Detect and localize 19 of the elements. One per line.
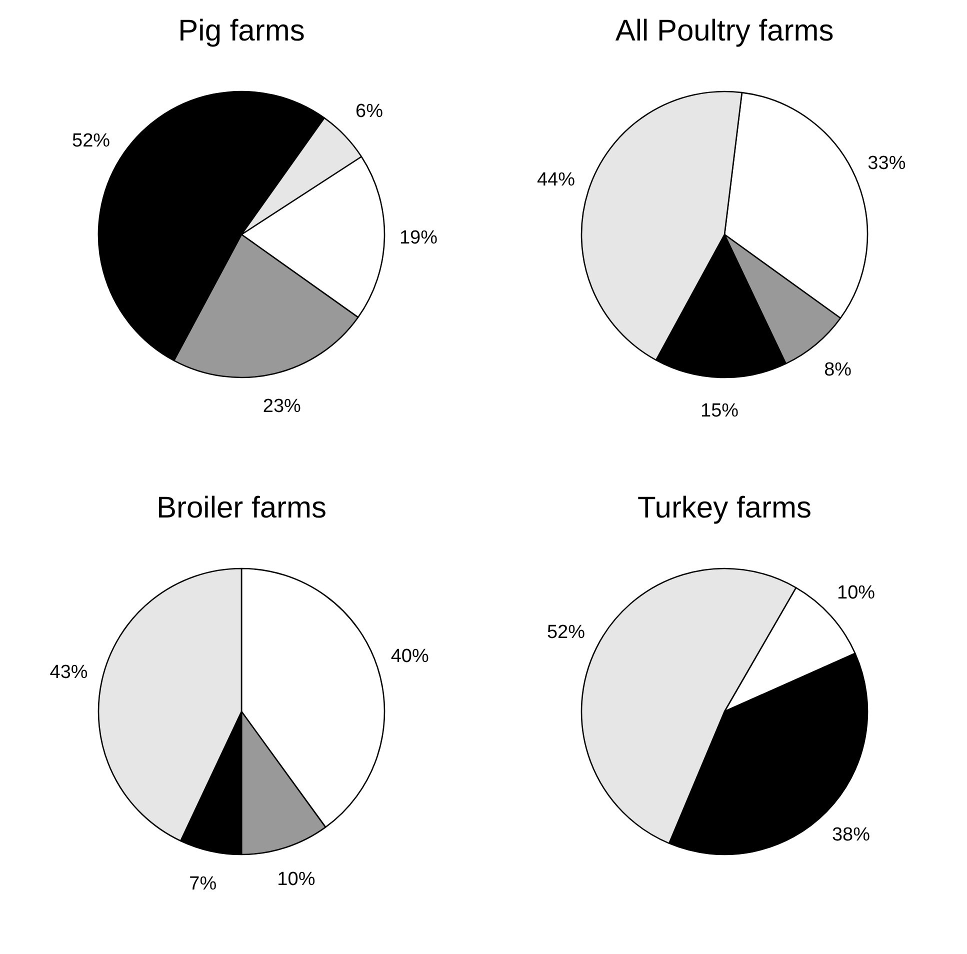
data-label: 23% [262, 396, 302, 418]
data-label: 52% [72, 130, 110, 152]
data-label: 8% [824, 360, 852, 381]
data-label: 15% [700, 400, 739, 422]
data-label: 38% [832, 824, 870, 846]
data-label: 43% [50, 662, 88, 684]
data-label: 6% [356, 101, 384, 122]
chart-title: Broiler farms [156, 491, 327, 524]
data-label: 10% [837, 582, 876, 604]
data-label: 19% [399, 227, 438, 248]
chart-title: All Poultry farms [615, 14, 834, 48]
chart-title: Turkey farms [638, 491, 812, 524]
chart-title: Pig farms [178, 14, 305, 48]
data-label: 33% [868, 152, 906, 174]
data-label: 52% [546, 622, 586, 644]
data-label: 10% [277, 869, 316, 890]
data-label: 40% [390, 646, 429, 668]
data-label: 44% [536, 170, 576, 191]
data-label: 7% [189, 873, 217, 894]
